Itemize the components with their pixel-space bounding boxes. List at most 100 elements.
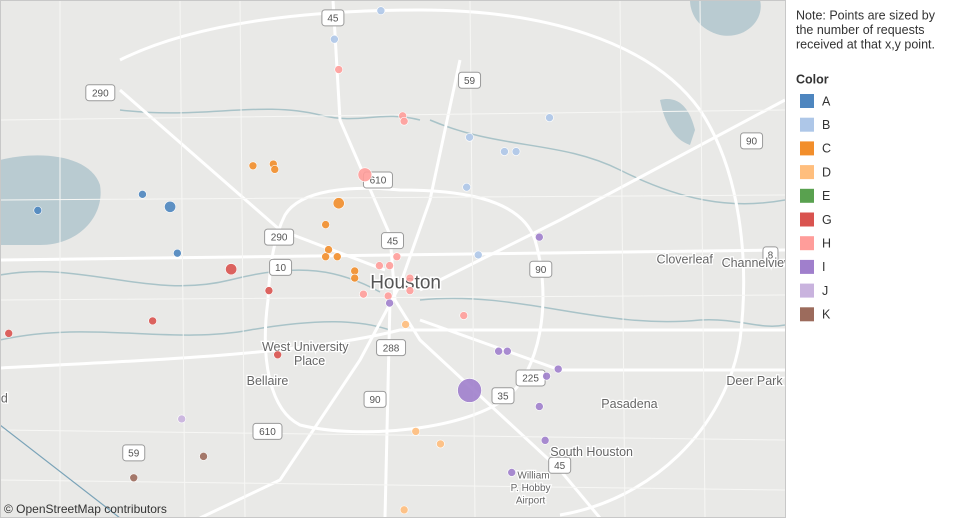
data-point [330,34,339,44]
highway-shield [376,339,407,357]
data-point [385,298,394,308]
water [1,1,761,245]
place-label: Pasadena [601,397,657,411]
highway-label: 90 [746,136,758,147]
data-point [321,220,330,229]
data-point [500,147,509,156]
data-point [405,286,415,295]
data-point [462,182,471,192]
highway-shield [491,387,515,405]
legend-swatch [800,259,814,274]
place-label: South Houston [550,445,633,459]
data-point [324,245,333,254]
highway-label: 35 [497,391,509,402]
attribution: © OpenStreetMap contributors [4,502,167,516]
data-point [511,147,521,156]
legend-swatch [800,141,814,156]
legend-label: E [822,189,830,203]
legend-swatch [800,117,814,132]
data-point [503,346,512,356]
data-point [148,316,157,326]
data-point [321,252,330,262]
data-point [359,289,368,299]
highway-label: 90 [369,395,381,406]
data-point [535,402,544,411]
highway-label: 59 [464,76,476,87]
data-point [411,427,421,436]
data-point [4,329,14,338]
legend-swatch [800,165,814,180]
legend-label: B [822,118,830,132]
highway-label: 45 [554,461,566,472]
note-line: Note: Points are sized by [796,8,936,22]
highway-label: 288 [383,343,400,354]
data-point [173,248,182,258]
highway-shield [381,232,404,250]
data-point [473,250,483,260]
highway-label: 59 [128,448,140,459]
points-layer [4,6,563,515]
highway-shield [85,84,116,102]
place-label: Channelview [722,256,795,270]
data-point [332,197,345,210]
waterways [1,108,785,341]
place-label: William [517,471,549,482]
note-line: received at that x,y point. [796,37,935,51]
place-label: Airport [516,496,546,507]
legend-title: Color [796,72,829,86]
highway-shield [252,422,283,440]
data-point [507,468,517,477]
place-label: d [1,392,8,406]
legend-swatch [800,283,814,298]
data-point [273,350,282,360]
place-label: West University [262,340,349,354]
legend-label: A [822,94,831,108]
data-point [270,165,280,174]
minor-roads [1,1,785,517]
highway-shield [122,444,146,462]
highway-label: 610 [370,176,387,187]
legend-swatch [800,94,814,108]
data-point [177,414,187,424]
place-label: P. Hobby [511,483,551,494]
place-label: Houston [370,272,441,293]
rail-line [1,425,120,517]
highway-label: 10 [275,263,287,274]
place-label: Bellaire [247,374,289,388]
legend-label: I [822,260,825,274]
data-point [540,436,550,445]
data-point [535,232,544,242]
data-point [164,200,177,213]
data-point [405,273,415,283]
data-point [383,291,393,301]
data-point [350,266,360,276]
highway-shield [762,246,779,264]
data-point [334,65,344,74]
data-point [399,116,409,126]
data-point [399,505,409,515]
data-point [138,190,147,199]
data-point [553,364,563,374]
data-point [465,132,474,142]
legend-label: H [822,236,831,250]
highway-shield [548,456,572,474]
legend-swatch [800,307,814,322]
data-point [264,286,274,295]
data-point [376,6,386,15]
data-point [33,206,43,215]
highway-shield [529,260,553,278]
legend-swatch [800,188,814,203]
data-point [357,167,373,182]
data-point [350,273,360,283]
place-label: Place [294,354,325,368]
data-point [332,252,342,262]
note-line: the number of requests [796,23,925,37]
data-point [545,113,554,122]
legend-label: C [822,142,831,156]
legend-label: G [822,213,832,227]
map-border [0,0,786,518]
legend-swatch [800,236,814,251]
highway-shield [264,228,295,246]
highway-shield [458,71,482,89]
